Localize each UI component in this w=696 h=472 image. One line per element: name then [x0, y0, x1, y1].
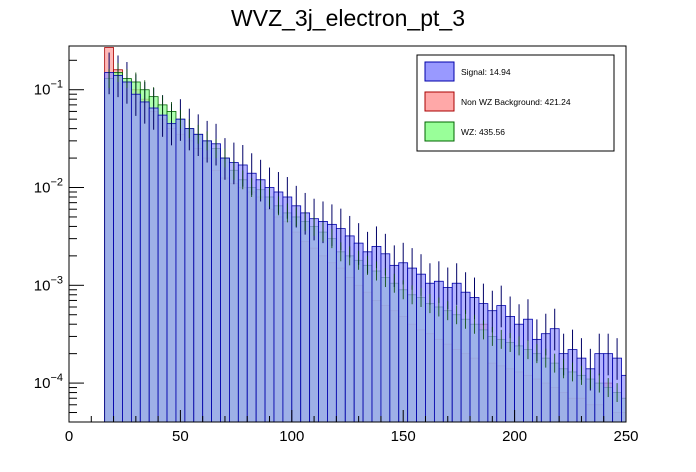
bar-0-61 — [648, 372, 657, 422]
legend: Signal: 14.94 Non WZ Background: 421.24 WZ… — [416, 54, 615, 152]
bar-2-63 — [666, 413, 675, 422]
x-tick-label: 50 — [172, 428, 189, 445]
plot-frame — [68, 45, 627, 423]
bar-0-14 — [229, 162, 239, 422]
bar-2-65 — [684, 413, 693, 422]
bar-0-5 — [148, 107, 159, 422]
bar-1-62 — [657, 413, 666, 422]
legend-swatch-0 — [424, 61, 455, 82]
bar-0-6 — [157, 114, 168, 422]
bar-0-16 — [246, 172, 257, 422]
bar-0-25 — [327, 223, 337, 422]
bar-0-15 — [237, 164, 248, 422]
bar-0-24 — [318, 221, 328, 422]
legend-label-1: Non WZ Background: 421.24 — [461, 97, 571, 107]
bar-0-28 — [353, 242, 364, 422]
x-tick-label: 200 — [502, 428, 527, 445]
bar-0-10 — [193, 133, 204, 422]
bar-0-19 — [273, 191, 284, 422]
y-axis: 10−1 10−2 10−3 10−4 — [34, 59, 84, 423]
bar-0-17 — [255, 179, 266, 422]
bar-1-63 — [666, 413, 675, 422]
bar-0-23 — [309, 218, 319, 422]
bar-0-21 — [291, 205, 302, 422]
bar-1-59 — [630, 413, 639, 422]
bar-2-60 — [639, 413, 648, 422]
bar-0-20 — [282, 196, 293, 422]
x-tick-label: 100 — [279, 428, 304, 445]
x-tick-label: 150 — [391, 428, 416, 445]
y-tick-label: 10−1 — [34, 79, 63, 99]
bar-2-62 — [657, 413, 666, 422]
bar-2-64 — [675, 413, 684, 422]
bar-0-65 — [684, 405, 693, 422]
bar-0-22 — [300, 212, 311, 422]
x-axis: 0 50 100 150 200 250 — [65, 410, 639, 445]
bar-0-4 — [139, 101, 150, 422]
bar-1-65 — [684, 413, 693, 422]
bar-0-2 — [122, 81, 132, 422]
bar-0-59 — [630, 363, 639, 422]
bar-0-3 — [130, 93, 141, 422]
x-tick-label: 250 — [613, 428, 638, 445]
bar-0-58 — [621, 374, 626, 422]
bar-0-29 — [362, 251, 373, 422]
bar-0-11 — [202, 140, 212, 422]
chart-title: WVZ_3j_electron_pt_3 — [231, 5, 465, 31]
bar-1-60 — [639, 413, 648, 422]
series-0 — [104, 72, 693, 422]
legend-label-0: Signal: 14.94 — [461, 67, 511, 77]
bar-1-64 — [675, 413, 684, 422]
bar-1-61 — [648, 413, 657, 422]
bar-2-59 — [630, 405, 639, 422]
bar-0-1 — [113, 75, 123, 422]
bar-0-9 — [184, 128, 195, 422]
bar-0-7 — [166, 123, 177, 422]
bar-0-0 — [104, 72, 114, 422]
y-tick-label: 10−2 — [34, 177, 63, 197]
bar-0-8 — [175, 118, 186, 422]
bar-0-64 — [675, 413, 684, 422]
bar-0-62 — [657, 383, 666, 422]
x-tick-label: 0 — [65, 428, 73, 445]
bar-0-12 — [211, 143, 221, 422]
legend-swatch-1 — [424, 91, 455, 112]
bar-0-60 — [639, 363, 648, 422]
bar-0-13 — [220, 157, 230, 422]
y-tick-label: 10−4 — [34, 372, 63, 392]
bar-0-18 — [264, 187, 275, 422]
bar-2-61 — [648, 413, 657, 422]
error-bars — [108, 52, 626, 408]
histogram-bars — [104, 47, 693, 422]
bar-0-63 — [666, 366, 675, 422]
y-tick-label: 10−3 — [34, 274, 63, 294]
legend-swatch-2 — [424, 121, 455, 142]
legend-label-2: WZ: 435.56 — [461, 127, 505, 137]
